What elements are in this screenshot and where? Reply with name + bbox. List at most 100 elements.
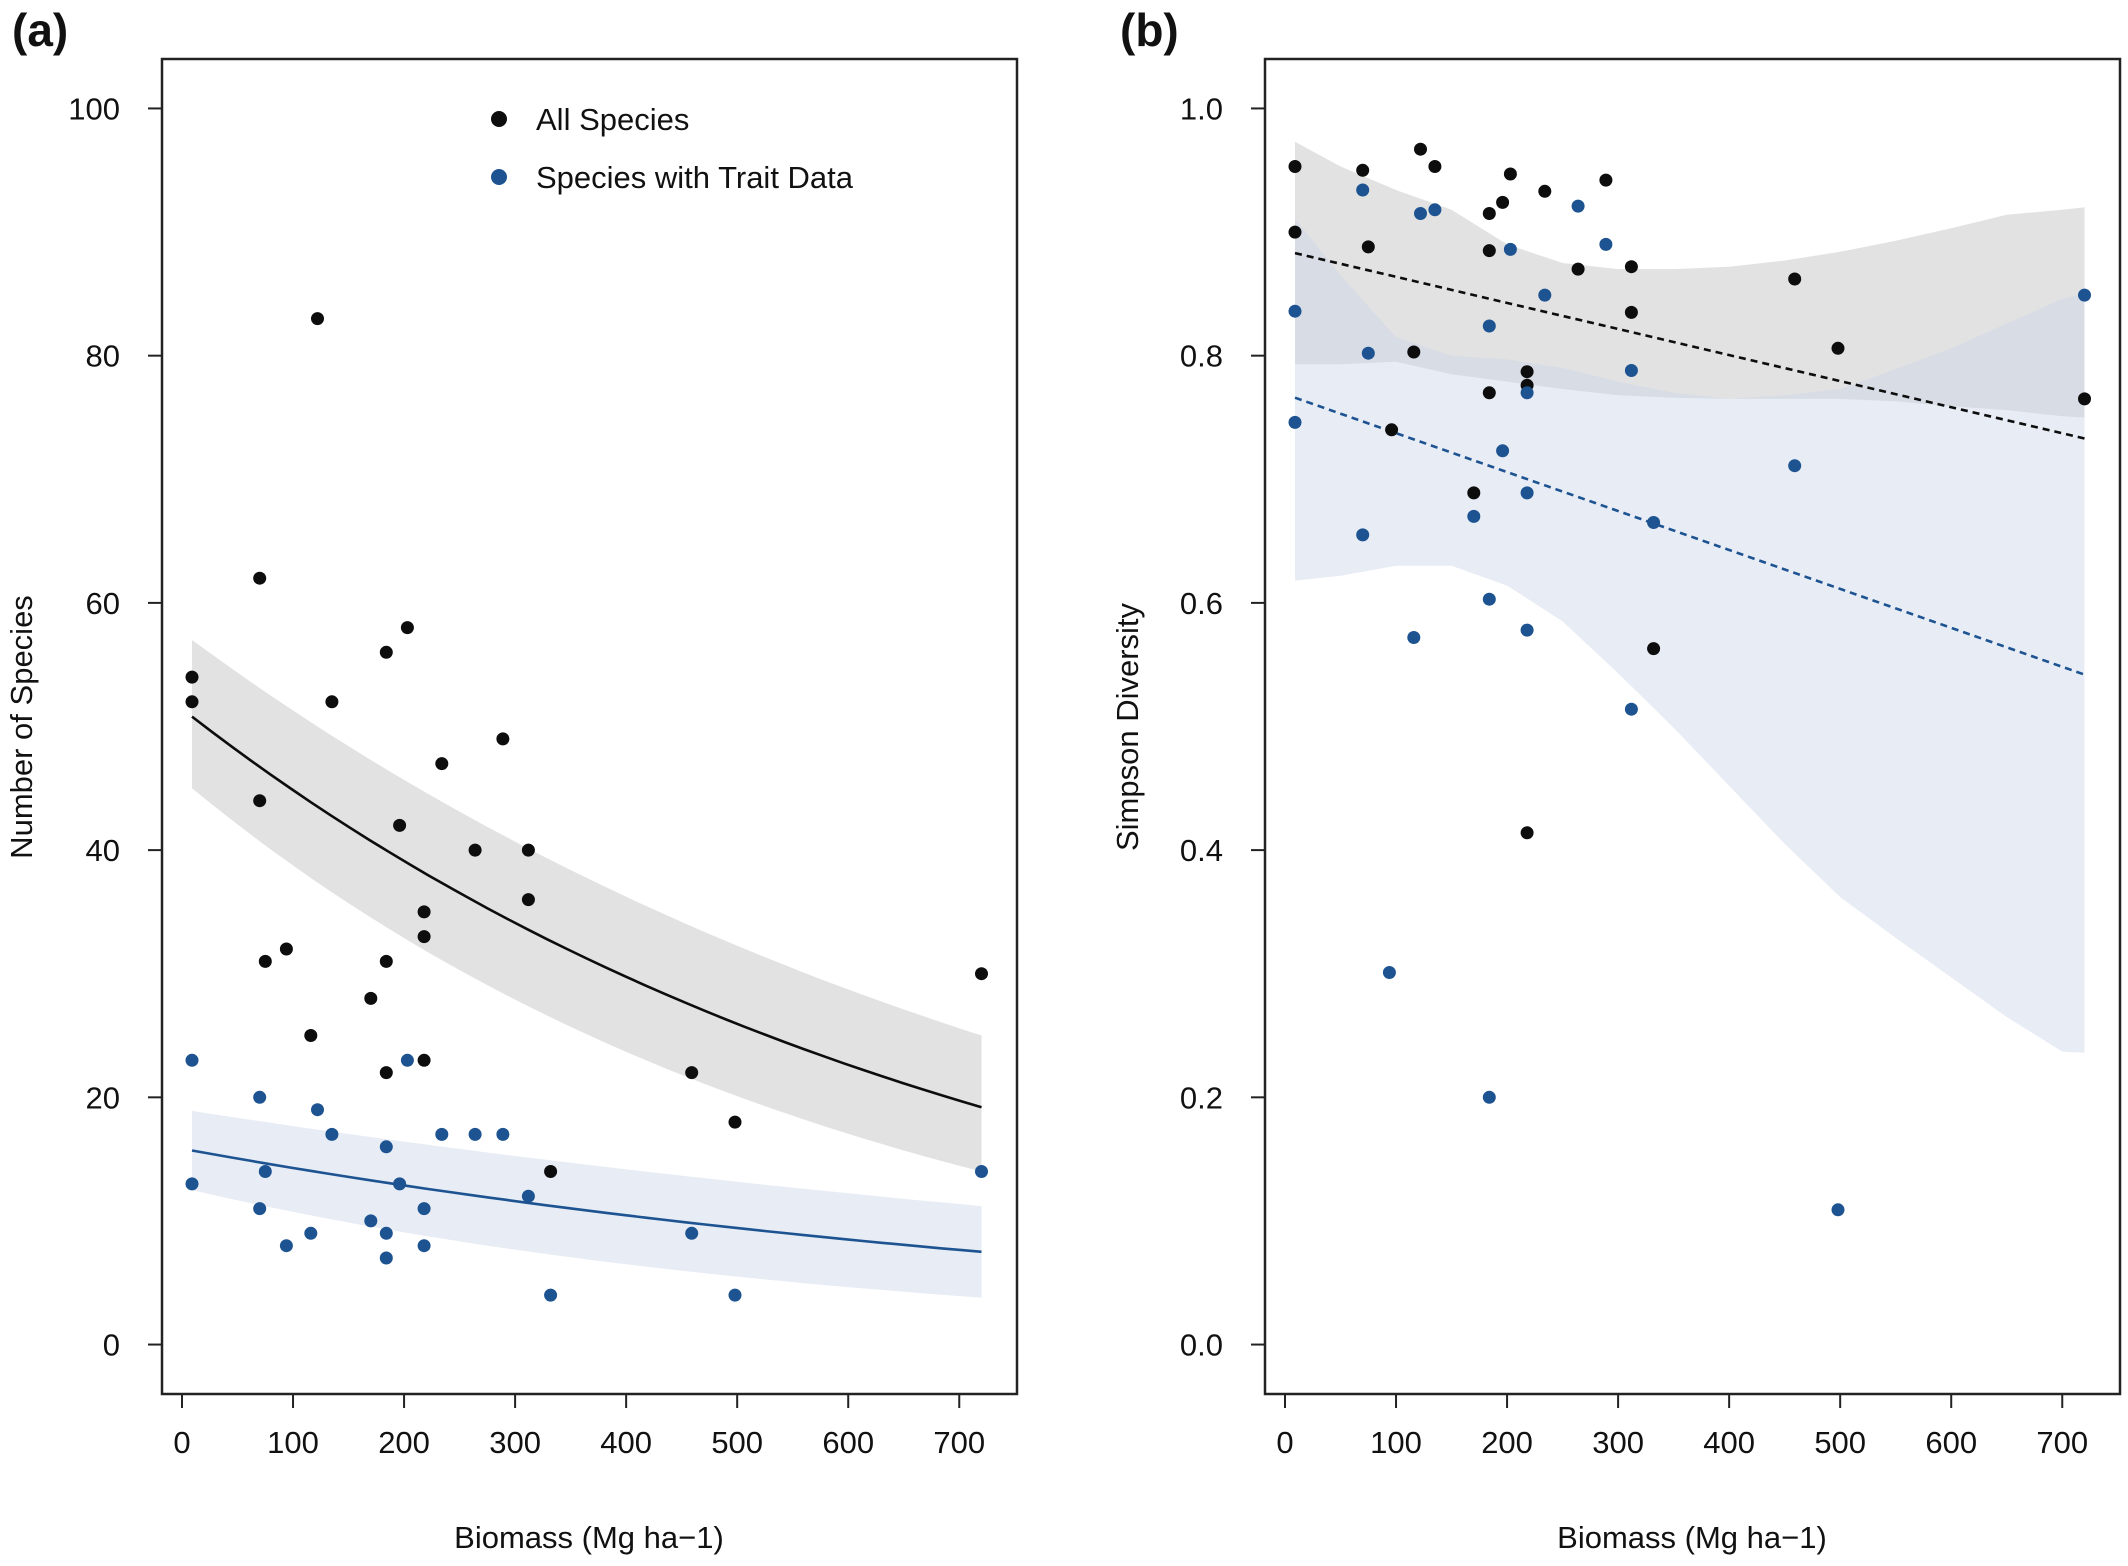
panel-a-point-all-species <box>185 670 199 684</box>
panel-a-x-tick-label: 700 <box>933 1425 985 1460</box>
panel-b-plot-frame <box>1263 57 2122 1396</box>
panel-a-x-tick-label: 400 <box>600 1425 652 1460</box>
panel-a-point-trait-species <box>185 1053 199 1067</box>
panel-a-x-axis-title: Biomass (Mg ha−1) <box>454 1520 724 1555</box>
panel-a-label: (a) <box>12 4 68 56</box>
panel-a-point-all-species <box>311 312 324 326</box>
panel-a-x-tick-label: 0 <box>173 1425 190 1460</box>
panel-a-point-all-species <box>685 1066 699 1080</box>
panel-b-point-all-species <box>1624 305 1638 319</box>
panel-a-fit-line-trait-species <box>191 1149 982 1254</box>
panel-a-point-trait-species <box>496 1127 510 1141</box>
panel-b-point-trait-species <box>1361 346 1375 360</box>
panel-b-point-trait-species <box>1356 183 1370 197</box>
panel-a-point-all-species <box>304 1029 318 1042</box>
panel-b-point-trait-species <box>1356 528 1370 542</box>
panel-b-x-tick-label: 200 <box>1481 1425 1533 1460</box>
panel-a-point-all-species <box>521 843 535 857</box>
panel-a-point-trait-species <box>975 1165 988 1178</box>
panel-a-point-trait-species <box>544 1288 558 1302</box>
panel-a-point-all-species <box>185 695 199 709</box>
panel-a-point-all-species <box>379 954 393 968</box>
panel-b-point-all-species <box>1482 207 1496 220</box>
panel-b-point-trait-species <box>1482 1090 1496 1104</box>
panel-b-point-all-species <box>1361 240 1375 254</box>
panel-b-point-trait-species <box>1831 1203 1845 1217</box>
panel-a-point-trait-species <box>521 1189 535 1203</box>
panel-a-points <box>185 312 988 1302</box>
panel-b-fit-line-trait-species <box>1294 396 2085 676</box>
panel-b-point-trait-species <box>1520 486 1534 500</box>
panel-a-point-trait-species <box>304 1226 318 1240</box>
panel-b-point-trait-species <box>2078 288 2091 302</box>
panel-b-x-axis-title: Biomass (Mg ha−1) <box>1557 1520 1827 1555</box>
panel-a-point-trait-species <box>468 1127 482 1141</box>
panel-b-point-all-species <box>1482 386 1496 400</box>
panel-b-point-all-species <box>1624 260 1638 274</box>
panel-b-point-all-species <box>1788 272 1802 286</box>
panel-b-point-trait-species <box>1288 304 1302 318</box>
panel-a-fit-line-all-species <box>191 715 982 1109</box>
panel-b-confidence-bands <box>1295 141 2085 1053</box>
panel-a-y-axis: 0 20 40 60 80 100 <box>68 91 162 1363</box>
panel-a-point-trait-species <box>258 1165 272 1178</box>
panel-b-point-trait-species <box>1624 702 1638 716</box>
panel-b-point-all-species <box>1414 142 1427 156</box>
panel-b-point-all-species <box>1385 423 1399 437</box>
panel-b-point-trait-species <box>1647 516 1661 529</box>
panel-b-x-axis: 0 100 200 300 400 500 600 700 <box>1276 1394 2088 1460</box>
panel-a-point-trait-species <box>417 1202 431 1216</box>
panel-b-point-all-species <box>2078 392 2091 406</box>
panel-b-point-all-species <box>1428 160 1442 173</box>
panel-b-x-tick-label: 300 <box>1592 1425 1644 1460</box>
panel-a-point-trait-species <box>685 1226 699 1240</box>
panel-b-point-trait-species <box>1503 242 1517 256</box>
panel-a-point-trait-species <box>253 1090 267 1104</box>
panel-a-x-tick-label: 600 <box>822 1425 874 1460</box>
panel-a-point-all-species <box>417 905 431 919</box>
panel-b-x-tick-label: 0 <box>1276 1425 1293 1460</box>
panel-a-y-tick-label: 40 <box>86 833 120 868</box>
panel-a-band-trait-species <box>192 1110 982 1298</box>
panel-a-plot-frame <box>160 57 1019 1396</box>
panel-b-point-trait-species <box>1428 203 1442 217</box>
panel-b-x-tick-label: 600 <box>1925 1425 1977 1460</box>
panel-a-band-all-species <box>192 640 982 1172</box>
panel-b-point-all-species <box>1288 225 1302 239</box>
panel-a-point-all-species <box>496 732 510 746</box>
panel-a-y-tick-label: 0 <box>103 1328 120 1363</box>
panel-b-point-trait-species <box>1407 631 1421 644</box>
panel-b-point-trait-species <box>1571 199 1585 213</box>
panel-a-point-trait-species <box>364 1214 378 1228</box>
panel-b-point-trait-species <box>1382 966 1396 979</box>
panel-b-point-all-species <box>1831 341 1845 355</box>
panel-b-point-all-species <box>1467 486 1481 500</box>
panel-a-point-all-species <box>544 1165 558 1178</box>
panel-b-fit-lines <box>1294 251 2085 676</box>
panel-a-x-tick-label: 100 <box>267 1425 319 1460</box>
panel-a-x-tick-label: 200 <box>378 1425 430 1460</box>
panel-b-point-trait-species <box>1482 319 1496 333</box>
panel-a-point-trait-species <box>379 1140 393 1154</box>
panel-a-point-all-species <box>258 954 272 968</box>
panel-b-point-trait-species <box>1624 364 1638 377</box>
panel-b-point-trait-species <box>1288 415 1302 429</box>
panel-b-band-all-species <box>1295 141 2085 418</box>
panel-b-point-all-species <box>1647 642 1661 656</box>
panel-a-point-trait-species <box>379 1251 393 1265</box>
panel-a-y-axis-title: Number of Species <box>4 595 39 859</box>
panel-a: (a) 0 100 200 300 400 500 600 700 020406080100 … <box>4 4 1019 1555</box>
panel-b-x-tick-label: 100 <box>1370 1425 1422 1460</box>
panel-b-y-tick-label: 0.0 <box>1180 1328 1223 1363</box>
panel-a-point-all-species <box>417 1053 431 1067</box>
panel-a-point-all-species <box>393 818 407 832</box>
panel-a-point-all-species <box>728 1115 742 1129</box>
panel-b-point-all-species <box>1407 345 1421 359</box>
panel-b-x-tick-label: 700 <box>2036 1425 2088 1460</box>
panel-b-point-trait-species <box>1599 237 1613 251</box>
panel-a-point-trait-species <box>325 1127 339 1141</box>
panel-b-point-all-species <box>1599 173 1613 187</box>
panel-a-point-trait-species <box>417 1239 431 1253</box>
panel-a-point-trait-species <box>379 1226 393 1240</box>
panel-b-y-axis-title: Simpson Diversity <box>1110 602 1145 851</box>
